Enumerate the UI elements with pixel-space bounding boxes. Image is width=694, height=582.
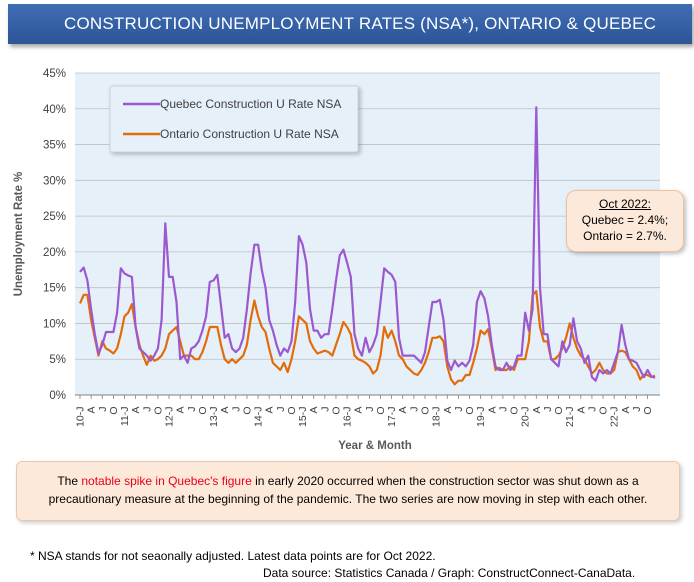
x-tick-label: J	[542, 407, 554, 412]
x-tick-label: J	[275, 407, 287, 412]
x-tick-label: A	[575, 407, 587, 414]
x-tick-label: J	[453, 407, 465, 412]
chart-header: CONSTRUCTION UNEMPLOYMENT RATES (NSA*), …	[8, 4, 692, 44]
x-tick-label: 16-J	[342, 407, 354, 427]
x-tick-label: A	[86, 407, 98, 414]
callout-quebec: Quebec = 2.4%;	[581, 213, 669, 227]
legend: Quebec Construction U Rate NSA Ontario C…	[109, 85, 359, 153]
x-tick-label: 11-J	[119, 407, 131, 427]
x-tick-label: 13-J	[208, 407, 220, 427]
y-tick-label: 15%	[43, 283, 66, 295]
x-tick-label: O	[197, 407, 209, 415]
x-tick-label: O	[642, 407, 654, 415]
x-tick-label: J	[586, 407, 598, 412]
x-tick-label: 22-J	[609, 407, 621, 427]
x-tick-label: J	[97, 407, 109, 412]
x-tick-label: A	[264, 407, 276, 414]
x-tick-label: O	[553, 407, 565, 415]
x-tick-label: 21-J	[564, 407, 576, 427]
x-tick-label: O	[464, 407, 476, 415]
callout-title: Oct 2022:	[598, 197, 652, 211]
y-axis-ticks: 0% 5% 10% 15% 20% 25% 30% 35% 40% 45%	[43, 68, 66, 402]
x-tick-label: J	[186, 407, 198, 412]
x-tick-label: A	[308, 407, 320, 414]
y-axis-label: Unemployment Rate %	[13, 172, 25, 297]
latest-values-callout: Oct 2022: Quebec = 2.4%; Ontario = 2.7%.	[566, 190, 684, 252]
x-axis-label: Year & Month	[338, 440, 411, 452]
x-axis-ticks: 10-J A J O 11-J A J O 12-J A J O 13-J A J O 14-J A J O 15-J A…	[75, 394, 660, 427]
y-tick-label: 25%	[43, 211, 66, 223]
x-tick-label: J	[631, 407, 643, 412]
x-tick-label: O	[286, 407, 298, 415]
series-line-quebec	[79, 106, 656, 382]
x-tick-label: O	[375, 407, 387, 415]
x-tick-label: J	[364, 407, 376, 412]
x-tick-label: J	[319, 407, 331, 412]
data-source: Data source: Statistics Canada / Graph: …	[263, 566, 636, 580]
y-tick-label: 20%	[43, 247, 66, 259]
y-tick-label: 10%	[43, 318, 66, 330]
y-tick-label: 0%	[49, 390, 66, 402]
x-tick-label: A	[353, 407, 365, 414]
x-tick-label: A	[620, 407, 632, 414]
x-tick-label: A	[397, 407, 409, 414]
x-tick-label: A	[442, 407, 454, 414]
x-tick-label: O	[108, 407, 120, 415]
x-tick-label: 15-J	[297, 407, 309, 427]
x-tick-label: O	[241, 407, 253, 415]
y-tick-label: 5%	[49, 354, 66, 366]
x-tick-label: A	[130, 407, 142, 414]
x-tick-label: O	[152, 407, 164, 415]
callout-ontario: Ontario = 2.7%.	[583, 229, 667, 243]
note-text: The notable spike in Quebec's figure in …	[17, 462, 679, 508]
x-tick-label: J	[230, 407, 242, 412]
x-tick-label: O	[330, 407, 342, 415]
x-tick-label: 17-J	[386, 407, 398, 427]
x-tick-label: O	[598, 407, 610, 415]
legend-label-ontario: Ontario Construction U Rate NSA	[160, 127, 339, 141]
line-chart: 0%5%10%15%20%25%30%35%40%45% 10-J A J O 11-J…	[13, 68, 660, 452]
x-tick-label: 19-J	[475, 407, 487, 427]
x-tick-label: A	[486, 407, 498, 414]
note-before: The	[57, 474, 82, 488]
x-tick-label: J	[141, 407, 153, 412]
annotation-note: The notable spike in Quebec's figure in …	[16, 461, 680, 521]
legend-box	[109, 85, 359, 153]
note-after: in early 2020 occurred when the construc…	[48, 474, 648, 506]
x-tick-label: A	[219, 407, 231, 414]
series-line-ontario	[78, 290, 656, 386]
x-tick-label: A	[531, 407, 543, 414]
footnote: * NSA stands for not seaonally adjusted.…	[30, 549, 436, 563]
x-tick-label: O	[509, 407, 521, 415]
y-tick-label: 40%	[43, 104, 66, 116]
y-tick-label: 30%	[43, 175, 66, 187]
y-tick-label: 35%	[43, 140, 66, 152]
x-tick-label: 12-J	[164, 407, 176, 427]
legend-label-quebec: Quebec Construction U Rate NSA	[160, 97, 341, 111]
x-tick-label: 14-J	[253, 407, 265, 427]
x-tick-label: J	[408, 407, 420, 412]
note-highlight: notable spike in Quebec's figure	[81, 474, 252, 488]
x-tick-label: 18-J	[431, 407, 443, 427]
x-tick-label: J	[497, 407, 509, 412]
x-tick-label: 10-J	[75, 407, 87, 427]
series-lines	[78, 106, 656, 386]
x-tick-label: A	[175, 407, 187, 414]
y-tick-label: 45%	[43, 68, 66, 80]
x-tick-label: 20-J	[520, 407, 532, 427]
chart-title: CONSTRUCTION UNEMPLOYMENT RATES (NSA*), …	[64, 14, 657, 33]
x-tick-label: O	[420, 407, 432, 415]
